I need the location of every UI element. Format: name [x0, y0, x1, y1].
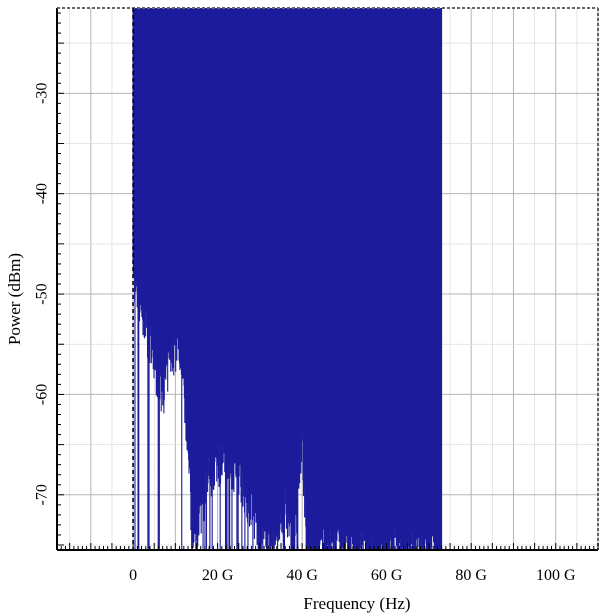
- y-tick-label: -50: [34, 283, 51, 304]
- x-tick-label: 100 G: [536, 567, 576, 584]
- x-tick-label: 60 G: [371, 567, 403, 584]
- y-tick-label: -30: [34, 83, 51, 104]
- x-tick-label: 0: [129, 567, 137, 584]
- y-tick-label: -40: [34, 183, 51, 204]
- y-tick-label: -70: [34, 484, 51, 505]
- x-tick-label: 20 G: [202, 567, 234, 584]
- y-axis: -30 -40 -50 -60 -70: [34, 12, 64, 546]
- x-axis: 0 20 G 40 G 60 G 80 G 100 G: [56, 543, 599, 584]
- x-tick-label: 40 G: [286, 567, 318, 584]
- x-axis-title: Frequency (Hz): [303, 594, 410, 613]
- x-tick-label: 80 G: [455, 567, 487, 584]
- y-tick-label: -60: [34, 384, 51, 405]
- y-axis-title: Power (dBm): [5, 253, 24, 345]
